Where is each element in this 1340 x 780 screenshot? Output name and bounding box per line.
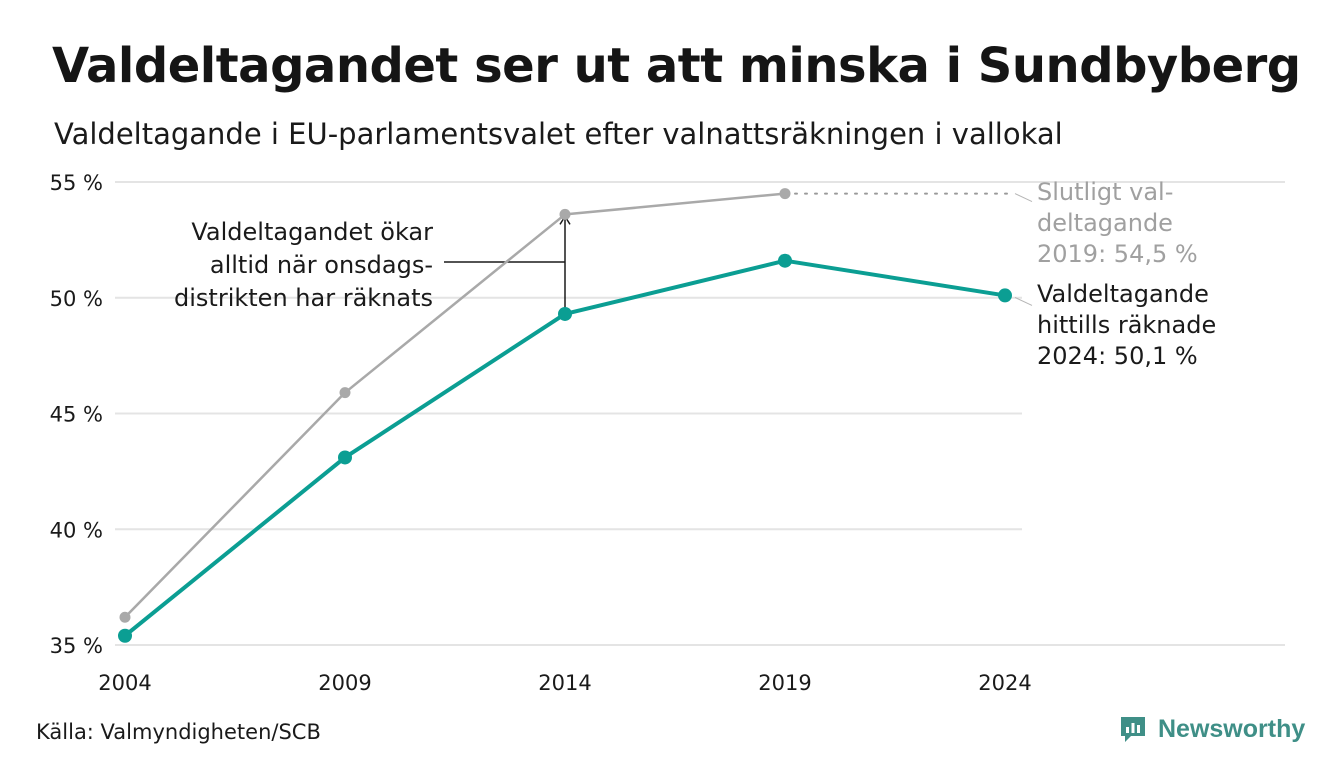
final-turnout-line xyxy=(123,192,787,619)
grid-lines xyxy=(115,181,1285,646)
brand-logo[interactable]: Newsworthy xyxy=(1118,714,1305,744)
x-tick-label: 2014 xyxy=(538,671,591,695)
final-point-2019 xyxy=(779,188,791,200)
y-tick-label: 55 % xyxy=(50,171,103,195)
final-label-line: deltagande xyxy=(1037,209,1173,237)
y-tick-label: 40 % xyxy=(50,518,103,542)
final-label-leader xyxy=(1014,193,1033,203)
counted-point-2024 xyxy=(998,288,1012,303)
annotation-leaders xyxy=(444,192,1033,314)
newsworthy-logo-icon xyxy=(1121,717,1145,742)
x-tick-label: 2009 xyxy=(318,671,371,695)
y-tick-label: 45 % xyxy=(50,403,103,427)
annotation-labels: Valdeltagandet ökar alltid när onsdags-di… xyxy=(174,178,1216,370)
x-tick-label: 2004 xyxy=(98,671,151,695)
counted-label-line: Valdeltagande xyxy=(1037,280,1209,308)
series-lines xyxy=(118,188,1012,643)
counted-label-line: hittills räknade xyxy=(1037,311,1216,339)
y-tick-label: 35 % xyxy=(50,634,103,658)
counted-point-2009 xyxy=(338,450,352,465)
source-note: Källa: Valmyndigheten/SCB xyxy=(36,720,321,744)
counted-label-leader xyxy=(1014,296,1033,306)
x-axis: 2004 2009 2014 2019 2024 xyxy=(98,671,1031,695)
x-tick-label: 2024 xyxy=(978,671,1031,695)
counted-point-2014 xyxy=(558,306,572,321)
final-label-line: 2019: 54,5 % xyxy=(1037,240,1198,268)
brand-name: Newsworthy xyxy=(1158,714,1306,743)
y-axis: 35 % 40 % 45 % 50 % 55 % xyxy=(50,171,103,658)
counted-label-line: 2024: 50,1 % xyxy=(1037,342,1198,370)
x-tick-label: 2019 xyxy=(758,671,811,695)
gap-note-line: distrikten har räknats xyxy=(174,284,433,312)
chart-subtitle: Valdeltagande i EU-parlamentsvalet efter… xyxy=(54,117,1063,151)
gap-note-line: alltid när onsdags- xyxy=(210,251,433,279)
final-point-2009 xyxy=(339,387,351,399)
final-point-2014 xyxy=(559,208,571,220)
counted-point-2019 xyxy=(778,253,792,268)
final-label-line: Slutligt val- xyxy=(1037,178,1173,206)
chart-title: Valdeltagandet ser ut att minska i Sundb… xyxy=(52,38,1301,94)
final-point-2004 xyxy=(119,611,131,623)
gap-note-line: Valdeltagandet ökar xyxy=(191,218,433,246)
y-tick-label: 50 % xyxy=(50,287,103,311)
counted-point-2004 xyxy=(118,628,132,643)
